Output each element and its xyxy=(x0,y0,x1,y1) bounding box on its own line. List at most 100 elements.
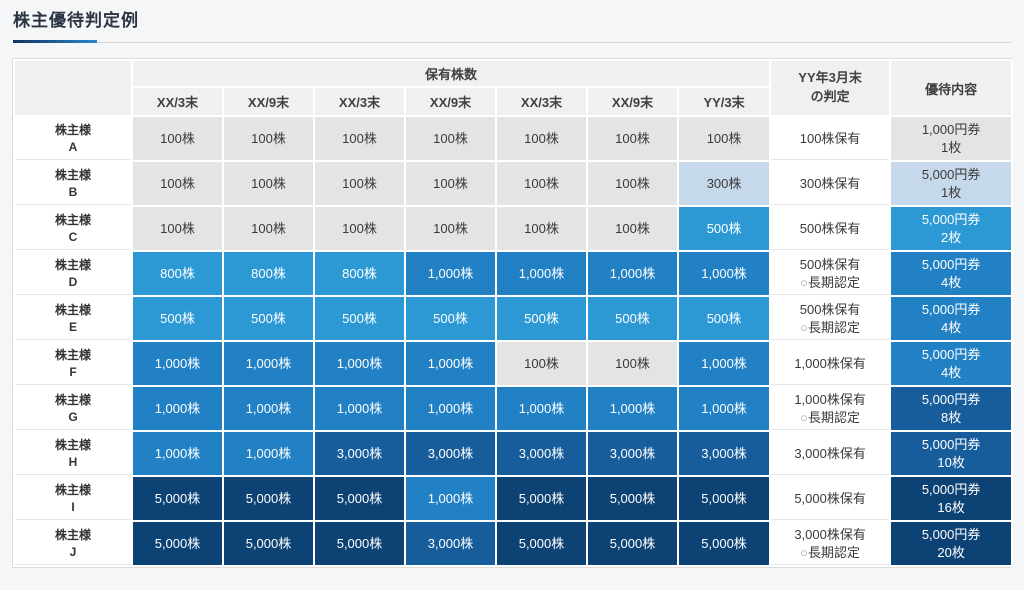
benefit-line: 5,000円券 xyxy=(921,256,981,272)
benefit-line: 5,000円券 xyxy=(921,436,981,452)
shareholder-label-prefix: 株主様 xyxy=(54,212,91,227)
table-row: 株主様 J 5,000株 5,000株 5,000株 3,000株 5,000株 5,000株… xyxy=(13,520,1014,567)
holding-cell: 1,000株 xyxy=(586,250,679,297)
period-header: YY/3末 xyxy=(676,86,772,117)
holding-cell: 1,000株 xyxy=(313,340,406,387)
benefit-cell: 5,000円券 4枚 xyxy=(889,250,1014,297)
holding-cell: 1,000株 xyxy=(131,340,224,387)
holding-cell: 100株 xyxy=(586,340,679,387)
long-term-circle-icon: ○ xyxy=(800,319,809,335)
shareholder-label: 株主様 B xyxy=(13,160,133,207)
holding-cell: 100株 xyxy=(313,115,406,162)
holding-cell: 5,000株 xyxy=(495,475,588,522)
holding-cell: 1,000株 xyxy=(222,385,315,432)
judgement-line-text: 長期認定 xyxy=(808,319,861,335)
judgement-line: 5,000株保有 xyxy=(794,490,866,506)
holding-cell: 1,000株 xyxy=(676,340,772,387)
holding-cell: 100株 xyxy=(495,115,588,162)
holding-cell: 100株 xyxy=(586,205,679,252)
long-term-circle-icon: ○ xyxy=(800,409,809,425)
holding-cell: 1,000株 xyxy=(404,475,497,522)
benefit-line: 16枚 xyxy=(937,499,965,515)
benefit-cell: 5,000円券 4枚 xyxy=(889,340,1014,387)
benefit-line: 1,000円券 xyxy=(921,121,981,137)
judgement-line-text: 長期認定 xyxy=(808,544,861,560)
table-row: 株主様 B 100株 100株 100株 100株 100株 100株 300株 300株保有 5,… xyxy=(13,160,1014,207)
holding-cell: 5,000株 xyxy=(586,475,679,522)
holding-cell: 500株 xyxy=(313,295,406,342)
holding-cell: 5,000株 xyxy=(495,520,588,567)
benefit-header: 優待内容 xyxy=(889,59,1014,117)
table-row: 株主様 D 800株 800株 800株 1,000株 1,000株 1,000株 1,000株… xyxy=(13,250,1014,297)
benefit-line: 1枚 xyxy=(940,184,962,200)
shareholder-label-id: D xyxy=(68,274,78,289)
judgement-cell: 1,000株保有 ○長期認定 xyxy=(769,385,892,432)
corner-cell xyxy=(13,59,133,117)
benefit-table-wrap: 保有株数 YY年3月末 の判定 優待内容 XX/3末 XX/9末 XX/3末 X… xyxy=(12,58,1014,568)
header-period-row: XX/3末 XX/9末 XX/3末 XX/9末 XX/3末 XX/9末 YY/3… xyxy=(14,86,1012,117)
judgement-cell: 300株保有 xyxy=(769,160,892,207)
shareholder-label-prefix: 株主様 xyxy=(54,392,91,407)
table-row: 株主様 F 1,000株 1,000株 1,000株 1,000株 100株 100株 1,00… xyxy=(13,340,1014,387)
holding-cell: 5,000株 xyxy=(313,475,406,522)
title-underline-accent xyxy=(13,40,97,43)
period-header: XX/9末 xyxy=(222,86,315,117)
shareholder-label-id: J xyxy=(69,544,77,559)
judgement-header-line1: YY年3月末 xyxy=(798,70,862,86)
holding-cell: 3,000株 xyxy=(404,430,497,477)
holding-cell: 1,000株 xyxy=(495,385,588,432)
holding-cell: 3,000株 xyxy=(586,430,679,477)
judgement-cell: 500株保有 xyxy=(769,205,892,252)
table-row: 株主様 I 5,000株 5,000株 5,000株 1,000株 5,000株 5,000株… xyxy=(13,475,1014,522)
holding-cell: 500株 xyxy=(586,295,679,342)
holding-cell: 1,000株 xyxy=(586,385,679,432)
table-row: 株主様 C 100株 100株 100株 100株 100株 100株 500株 500株保有 5,… xyxy=(13,205,1014,252)
judgement-cell: 3,000株保有 ○長期認定 xyxy=(769,520,892,567)
title-underline xyxy=(13,39,1011,43)
holding-cell: 5,000株 xyxy=(676,520,772,567)
table-row: 株主様 G 1,000株 1,000株 1,000株 1,000株 1,000株 1,000株… xyxy=(13,385,1014,432)
benefit-line: 10枚 xyxy=(937,454,965,470)
judgement-line: 300株保有 xyxy=(799,175,861,191)
judgement-cell: 500株保有 ○長期認定 xyxy=(769,250,892,297)
shareholder-label-id: I xyxy=(71,499,75,514)
holding-cell: 1,000株 xyxy=(404,250,497,297)
judgement-line: 3,000株保有 xyxy=(794,445,866,461)
judgement-line: 1,000株保有 xyxy=(794,391,866,407)
holding-cell: 100株 xyxy=(313,160,406,207)
judgement-line: ○長期認定 xyxy=(771,544,889,562)
judgement-cell: 3,000株保有 xyxy=(769,430,892,477)
holding-cell: 100株 xyxy=(131,205,224,252)
holding-cell: 100株 xyxy=(131,115,224,162)
table-row: 株主様 A 100株 100株 100株 100株 100株 100株 100株 100株保有 1,… xyxy=(13,115,1014,162)
benefit-cell: 5,000円券 10枚 xyxy=(889,430,1014,477)
shareholder-label: 株主様 G xyxy=(13,385,133,432)
shareholder-label-prefix: 株主様 xyxy=(54,302,91,317)
benefit-table: 保有株数 YY年3月末 の判定 優待内容 XX/3末 XX/9末 XX/3末 X… xyxy=(13,59,1014,567)
benefit-line: 5,000円券 xyxy=(921,166,981,182)
period-header: XX/3末 xyxy=(131,86,224,117)
judgement-cell: 1,000株保有 xyxy=(769,340,892,387)
judgement-cell: 100株保有 xyxy=(769,115,892,162)
holding-cell: 5,000株 xyxy=(131,475,224,522)
holding-cell: 3,000株 xyxy=(676,430,772,477)
shareholder-label-prefix: 株主様 xyxy=(54,257,91,272)
judgement-cell: 500株保有 ○長期認定 xyxy=(769,295,892,342)
judgement-line: 3,000株保有 xyxy=(794,526,866,542)
judgement-line: ○長期認定 xyxy=(771,319,889,337)
holding-cell: 1,000株 xyxy=(495,250,588,297)
holding-cell: 500株 xyxy=(495,295,588,342)
holding-cell: 1,000株 xyxy=(676,250,772,297)
holding-cell: 100株 xyxy=(495,340,588,387)
holding-cell: 100株 xyxy=(586,115,679,162)
benefit-line: 5,000円券 xyxy=(921,346,981,362)
judgement-line: 1,000株保有 xyxy=(794,355,866,371)
holding-cell: 100株 xyxy=(131,160,224,207)
period-header: XX/3末 xyxy=(495,86,588,117)
holding-cell: 1,000株 xyxy=(404,385,497,432)
holding-cell: 3,000株 xyxy=(313,430,406,477)
holding-cell: 1,000株 xyxy=(222,340,315,387)
benefit-line: 4枚 xyxy=(940,364,962,380)
table-row: 株主様 E 500株 500株 500株 500株 500株 500株 500株 500株保有 ○長… xyxy=(13,295,1014,342)
holding-cell: 500株 xyxy=(404,295,497,342)
